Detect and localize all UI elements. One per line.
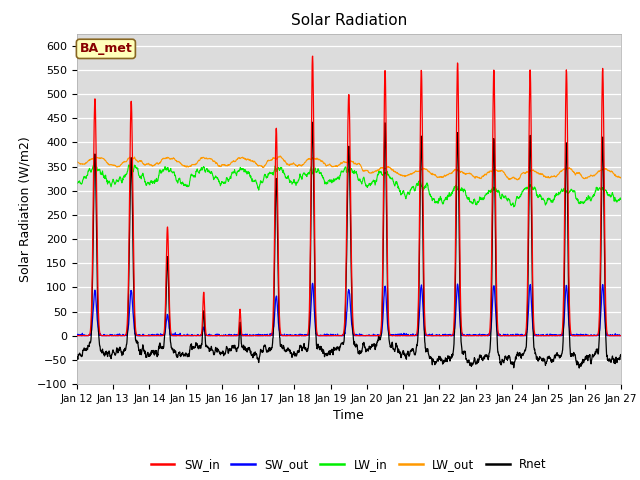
Text: BA_met: BA_met <box>79 42 132 55</box>
X-axis label: Time: Time <box>333 409 364 422</box>
Title: Solar Radiation: Solar Radiation <box>291 13 407 28</box>
Y-axis label: Solar Radiation (W/m2): Solar Radiation (W/m2) <box>18 136 31 282</box>
Legend: SW_in, SW_out, LW_in, LW_out, Rnet: SW_in, SW_out, LW_in, LW_out, Rnet <box>146 454 552 476</box>
